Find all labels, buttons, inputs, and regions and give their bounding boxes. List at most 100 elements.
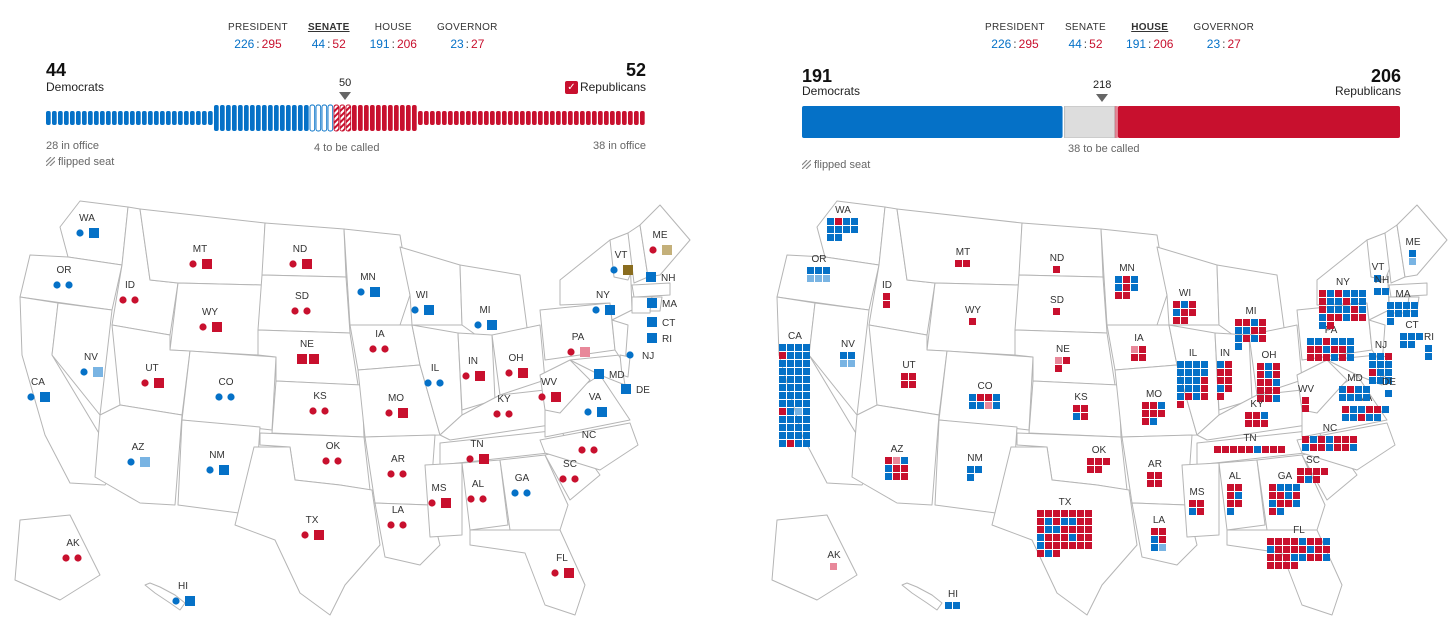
state-md[interactable] <box>1326 354 1383 386</box>
senate-state-pa[interactable]: PA <box>567 332 590 357</box>
house-state-md[interactable]: MD <box>1339 373 1370 401</box>
senate-state-nm[interactable]: NM <box>206 450 229 475</box>
house-state-ca[interactable]: CA <box>779 331 810 447</box>
senate-state-co[interactable]: CO <box>215 377 235 401</box>
senate-state-nh[interactable]: NH <box>646 272 675 284</box>
house-state-il[interactable]: IL <box>1177 348 1208 408</box>
house-state-nj[interactable]: NJ <box>1369 340 1392 384</box>
tab-senate[interactable]: SENATE 44:52 <box>1065 22 1106 51</box>
house-state-ny[interactable]: NY <box>1319 277 1366 329</box>
senate-state-ny[interactable]: NY <box>592 290 615 315</box>
senate-state-tn[interactable]: TN <box>466 439 489 464</box>
senate-state-wi[interactable]: WI <box>411 290 434 315</box>
senate-state-ms[interactable]: MS <box>428 483 451 508</box>
house-state-mo[interactable]: MO <box>1142 389 1165 425</box>
house-state-mt[interactable]: MT <box>955 247 970 267</box>
senate-state-wa[interactable]: WA <box>76 213 99 238</box>
senate-state-al[interactable]: AL <box>467 479 487 503</box>
house-state-tx[interactable]: TX <box>1037 497 1092 557</box>
senate-state-sd[interactable]: SD <box>291 291 311 315</box>
senate-state-tx[interactable]: TX <box>301 515 324 540</box>
house-state-ut[interactable]: UT <box>901 360 916 388</box>
senate-state-vt[interactable]: VT <box>610 250 633 275</box>
state-wv[interactable] <box>1296 359 1348 414</box>
state-tx[interactable] <box>234 446 381 616</box>
house-state-sc[interactable]: SC <box>1297 455 1328 483</box>
senate-state-wv[interactable]: WV <box>538 377 561 402</box>
tab-house[interactable]: HOUSE 191:206 <box>1126 22 1173 51</box>
house-state-nd[interactable]: ND <box>1050 253 1064 273</box>
house-state-in[interactable]: IN <box>1217 348 1232 400</box>
senate-state-mi[interactable]: MI <box>474 305 497 330</box>
tab-senate[interactable]: SENATE 44:52 <box>308 22 350 51</box>
house-state-fl[interactable]: FL <box>1267 525 1330 569</box>
state-ar[interactable] <box>1121 434 1193 506</box>
state-ar[interactable] <box>364 434 436 506</box>
senate-state-va[interactable]: VA <box>584 392 607 417</box>
senate-state-mt[interactable]: MT <box>189 244 212 269</box>
house-state-wa[interactable]: WA <box>827 205 858 241</box>
state-ma[interactable] <box>631 282 671 298</box>
house-state-nv[interactable]: NV <box>840 339 855 367</box>
senate-state-ma[interactable]: MA <box>647 298 677 310</box>
senate-state-mn[interactable]: MN <box>357 272 380 297</box>
senate-state-ct[interactable]: CT <box>647 317 675 329</box>
house-state-mi[interactable]: MI <box>1235 306 1266 350</box>
house-state-ak[interactable]: AK <box>827 550 841 570</box>
state-nd[interactable] <box>1018 222 1104 278</box>
state-or[interactable] <box>776 254 880 311</box>
state-nc[interactable] <box>539 422 639 471</box>
state-ks[interactable] <box>271 380 365 438</box>
house-state-oh[interactable]: OH <box>1257 350 1280 402</box>
tab-president[interactable]: PRESIDENT 226:295 <box>985 22 1045 51</box>
senate-state-mo[interactable]: MO <box>385 393 408 418</box>
state-wi[interactable] <box>1156 246 1220 326</box>
house-state-id[interactable]: ID <box>882 280 892 308</box>
house-state-ok[interactable]: OK <box>1087 445 1110 473</box>
senate-state-sc[interactable]: SC <box>559 459 579 483</box>
house-state-az[interactable]: AZ <box>885 444 908 480</box>
senate-state-de[interactable]: DE <box>621 384 650 396</box>
state-ga[interactable] <box>499 454 569 531</box>
senate-state-ut[interactable]: UT <box>141 363 164 388</box>
state-me[interactable] <box>1396 204 1448 278</box>
senate-state-hi[interactable]: HI <box>172 581 195 606</box>
house-state-al[interactable]: AL <box>1227 471 1242 515</box>
senate-state-nv[interactable]: NV <box>80 352 103 377</box>
house-state-mn[interactable]: MN <box>1115 263 1138 299</box>
senate-state-nj[interactable]: NJ <box>626 351 654 362</box>
senate-state-ak[interactable]: AK <box>62 538 82 562</box>
house-state-pa[interactable]: PA <box>1307 325 1354 361</box>
house-state-ga[interactable]: GA <box>1269 471 1300 515</box>
house-state-ar[interactable]: AR <box>1147 459 1162 487</box>
senate-state-in[interactable]: IN <box>462 356 485 381</box>
state-az[interactable] <box>94 404 183 506</box>
senate-state-ok[interactable]: OK <box>322 441 342 465</box>
senate-state-md[interactable]: MD <box>594 369 625 381</box>
house-state-me[interactable]: ME <box>1406 237 1421 265</box>
senate-state-ky[interactable]: KY <box>493 394 513 418</box>
senate-state-ga[interactable]: GA <box>511 473 531 497</box>
tab-governor[interactable]: GOVERNOR 23:27 <box>437 22 498 51</box>
state-me[interactable] <box>639 204 691 278</box>
senate-state-la[interactable]: LA <box>387 505 407 529</box>
house-state-ne[interactable]: NE <box>1055 344 1070 372</box>
house-state-ri[interactable]: RI <box>1424 332 1434 360</box>
house-state-hi[interactable]: HI <box>945 589 960 609</box>
senate-state-wy[interactable]: WY <box>199 307 222 332</box>
state-hi[interactable] <box>901 582 943 611</box>
house-state-ky[interactable]: KY <box>1245 399 1268 427</box>
state-co[interactable] <box>181 350 277 431</box>
senate-state-nc[interactable]: NC <box>578 430 598 454</box>
house-state-nm[interactable]: NM <box>967 453 983 481</box>
house-state-wy[interactable]: WY <box>965 305 981 325</box>
house-state-sd[interactable]: SD <box>1050 295 1064 315</box>
senate-state-az[interactable]: AZ <box>127 442 150 467</box>
senate-state-fl[interactable]: FL <box>551 553 574 578</box>
senate-state-nd[interactable]: ND <box>289 244 312 269</box>
senate-state-oh[interactable]: OH <box>505 353 528 378</box>
house-state-vt[interactable]: VT <box>1372 262 1385 282</box>
house-state-ks[interactable]: KS <box>1073 392 1088 420</box>
house-state-tn[interactable]: TN <box>1214 433 1285 453</box>
senate-state-ar[interactable]: AR <box>387 454 407 478</box>
